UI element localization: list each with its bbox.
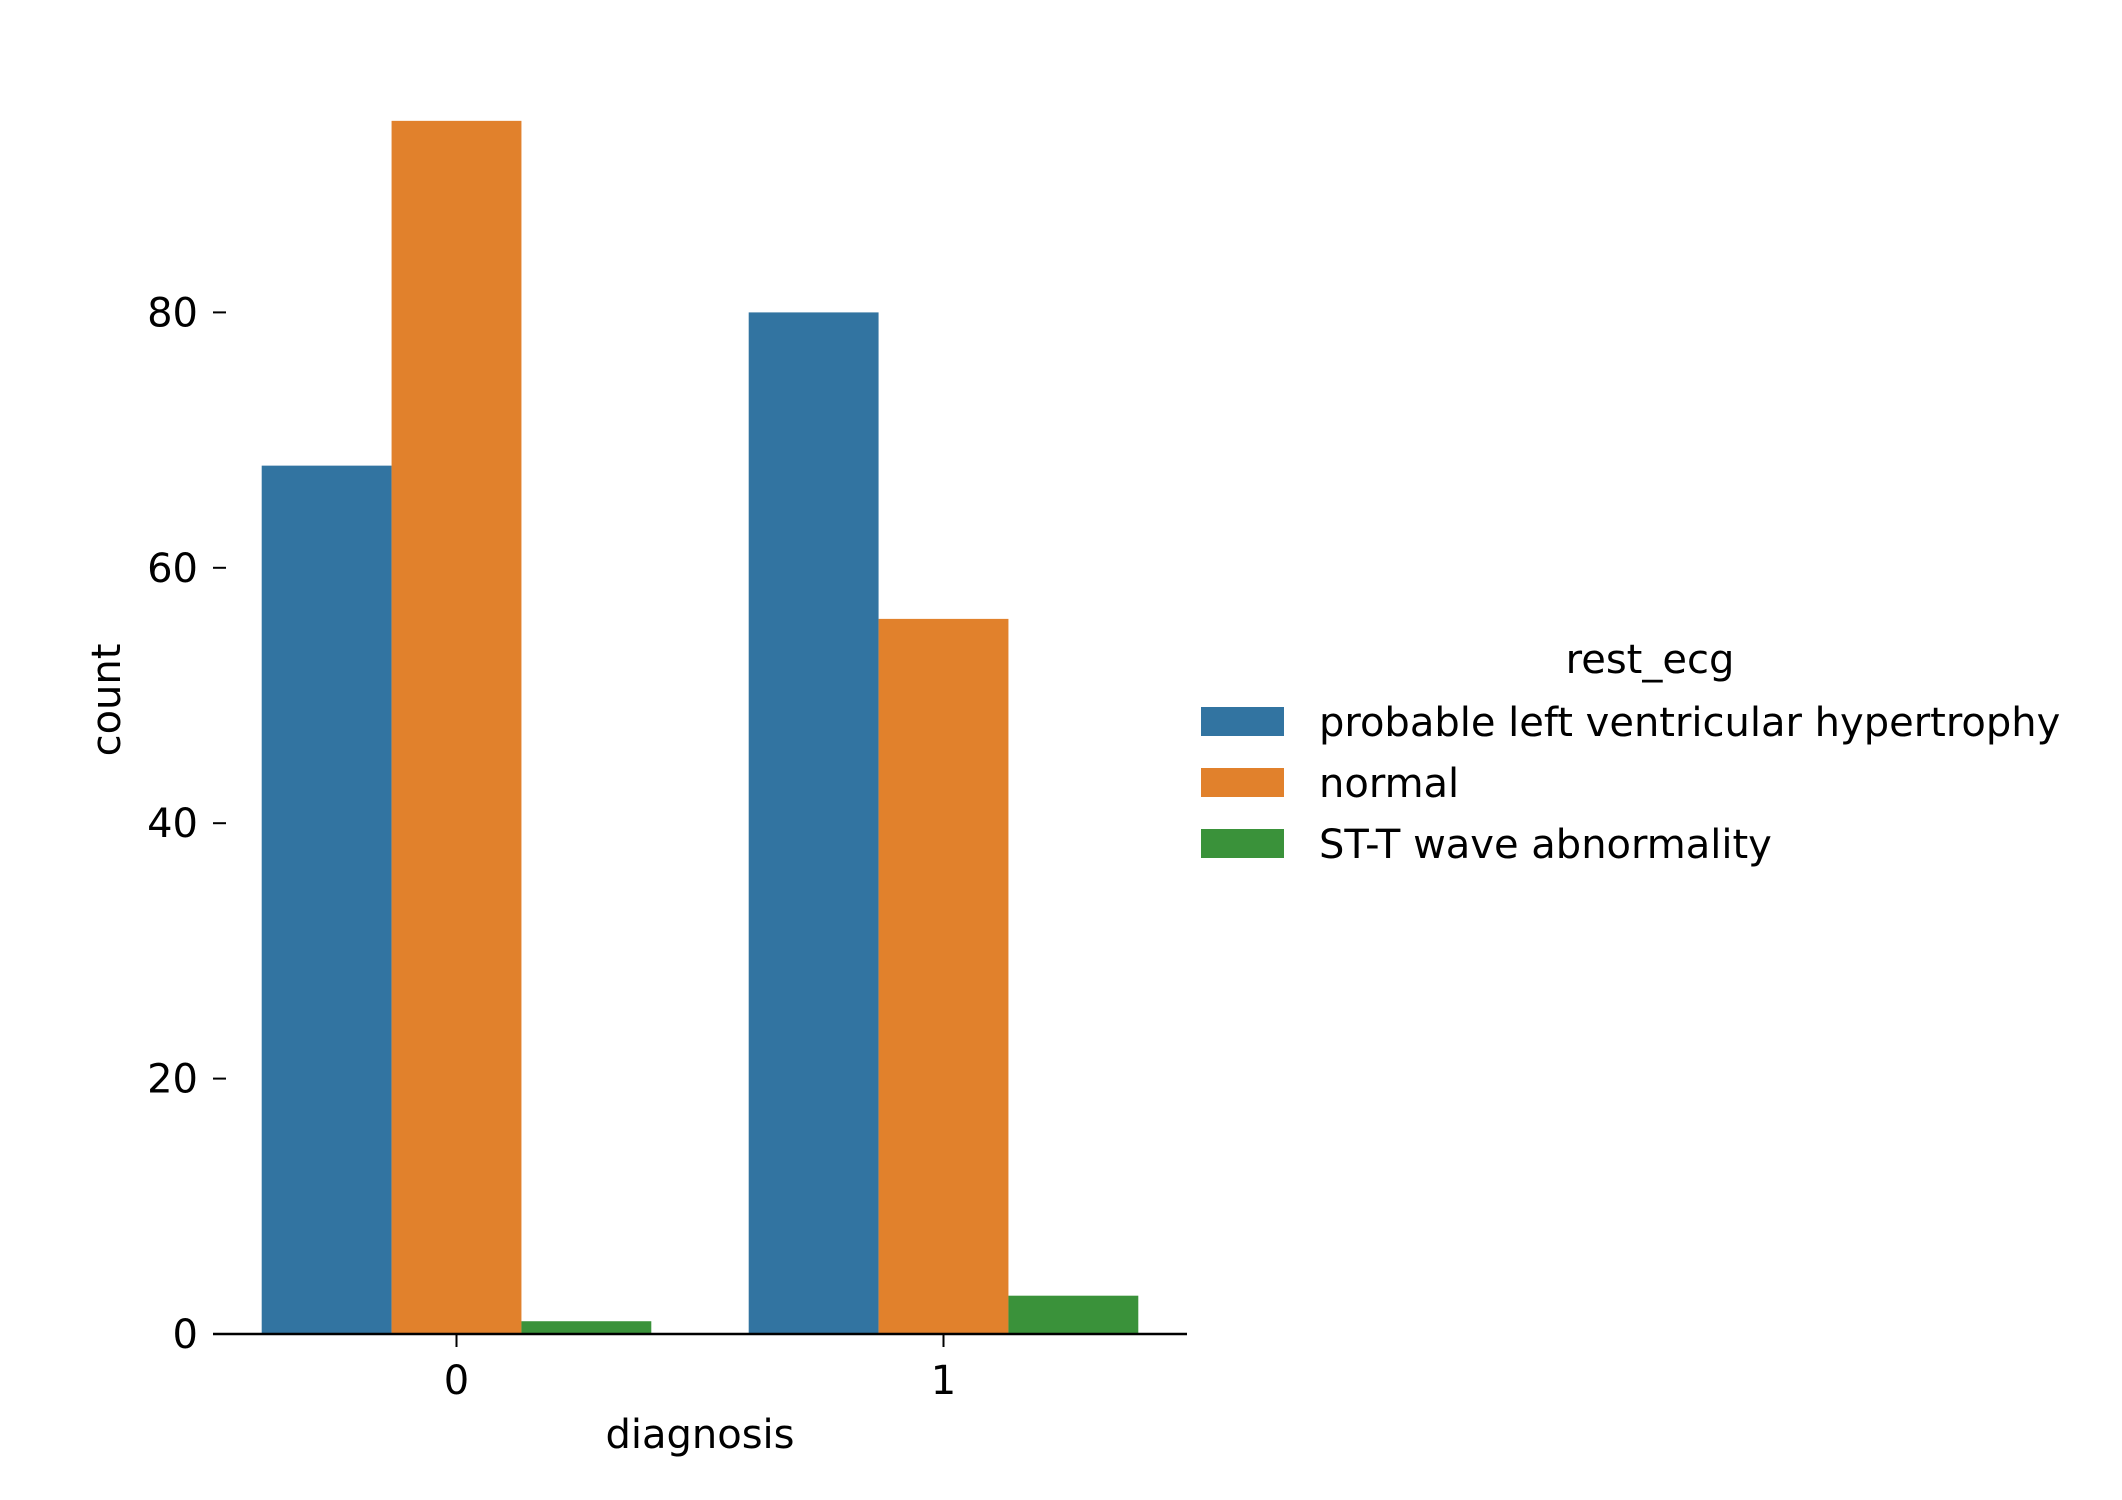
legend-label: ST-T wave abnormality xyxy=(1319,822,1772,868)
bar-probable-left-ventricular-hypertrophy-1 xyxy=(748,312,879,1334)
bar-normal-1 xyxy=(878,618,1009,1334)
y-axis-ticks: 0 20 40 60 80 xyxy=(147,290,226,1358)
y-tick-label: 0 xyxy=(173,1312,198,1358)
bar-probable-left-ventricular-hypertrophy-0 xyxy=(261,465,392,1334)
bar-normal-0 xyxy=(391,120,522,1335)
legend-label: probable left ventricular hypertrophy xyxy=(1319,700,2060,746)
legend-swatch xyxy=(1201,707,1284,736)
y-tick-label: 20 xyxy=(147,1057,198,1103)
x-tick-label: 1 xyxy=(931,1358,956,1404)
y-tick-label: 60 xyxy=(147,546,198,592)
y-tick-label: 40 xyxy=(147,801,198,847)
legend-label: normal xyxy=(1319,761,1459,807)
bar-st-t-wave-abnormality-0 xyxy=(521,1321,652,1334)
y-tick-label: 80 xyxy=(147,290,198,336)
legend-title: rest_ecg xyxy=(1566,637,1735,683)
legend-items: probable left ventricular hypertrophy nor… xyxy=(1201,700,2060,868)
bars-layer xyxy=(261,120,1139,1335)
legend: rest_ecg probable left ventricular hyper… xyxy=(1201,637,2060,868)
legend-swatch xyxy=(1201,829,1284,858)
y-axis-label: count xyxy=(84,644,130,757)
x-axis-label: diagnosis xyxy=(605,1412,794,1458)
legend-swatch xyxy=(1201,768,1284,797)
bar-st-t-wave-abnormality-1 xyxy=(1008,1295,1139,1334)
x-tick-label: 0 xyxy=(444,1358,469,1404)
